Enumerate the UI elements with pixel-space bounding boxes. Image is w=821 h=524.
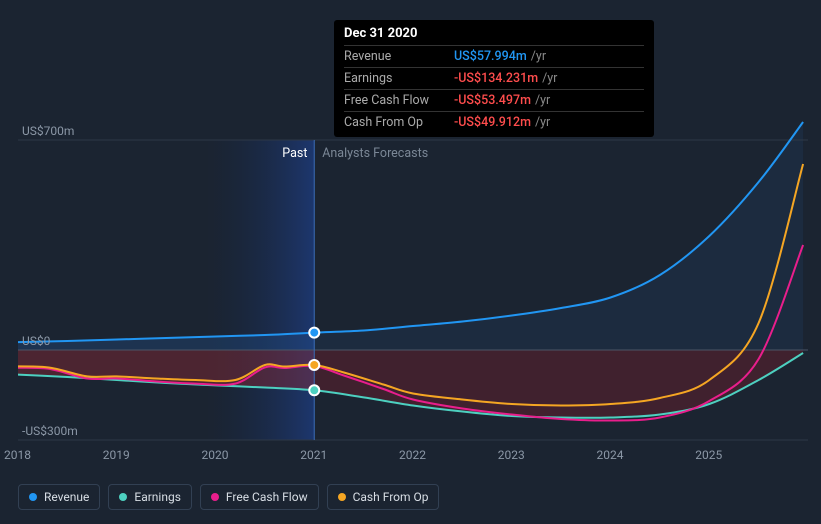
tooltip-row: Earnings-US$134.231m/yr — [344, 67, 644, 89]
tooltip-row: RevenueUS$57.994m/yr — [344, 45, 644, 67]
chart-tooltip: Dec 31 2020 RevenueUS$57.994m/yrEarnings… — [334, 20, 654, 137]
x-axis-label: 2018 — [4, 448, 31, 462]
legend-dot-icon — [29, 493, 37, 501]
marker-earnings — [309, 385, 319, 395]
legend-item-cfo[interactable]: Cash From Op — [327, 484, 440, 510]
x-axis-label: 2023 — [498, 448, 525, 462]
legend-item-fcf[interactable]: Free Cash Flow — [200, 484, 319, 510]
legend-dot-icon — [211, 493, 219, 501]
y-axis-label: -US$300m — [22, 424, 78, 438]
legend-label: Revenue — [44, 490, 89, 504]
tooltip-row: Free Cash Flow-US$53.497m/yr — [344, 89, 644, 111]
legend-dot-icon — [119, 493, 127, 501]
x-axis-label: 2025 — [695, 448, 722, 462]
tooltip-metric-value: US$57.994m — [454, 49, 527, 64]
x-axis-label: 2022 — [399, 448, 426, 462]
marker-revenue — [309, 328, 319, 338]
tooltip-metric-value: -US$134.231m — [454, 71, 538, 86]
tooltip-metric-label: Free Cash Flow — [344, 93, 454, 108]
marker-cfo — [309, 360, 319, 370]
tooltip-metric-suffix: /yr — [531, 49, 546, 64]
x-axis-label: 2024 — [597, 448, 624, 462]
x-axis-label: 2019 — [103, 448, 130, 462]
tooltip-date: Dec 31 2020 — [344, 26, 644, 41]
tooltip-metric-label: Revenue — [344, 49, 454, 64]
tooltip-metric-suffix: /yr — [542, 71, 557, 86]
tooltip-metric-value: -US$49.912m — [454, 115, 531, 130]
legend-label: Cash From Op — [353, 490, 429, 504]
tooltip-row: Cash From Op-US$49.912m/yr — [344, 111, 644, 133]
legend-item-revenue[interactable]: Revenue — [18, 484, 100, 510]
y-axis-label: US$0 — [22, 334, 50, 348]
chart-container: { "canvas": {"width":821,"height":524}, … — [0, 0, 821, 524]
legend-label: Earnings — [134, 490, 181, 504]
tooltip-metric-value: -US$53.497m — [454, 93, 531, 108]
legend: Revenue Earnings Free Cash Flow Cash From O… — [18, 484, 439, 510]
tooltip-metric-label: Earnings — [344, 71, 454, 86]
y-axis-label: US$700m — [22, 124, 74, 138]
x-axis-label: 2020 — [202, 448, 229, 462]
tooltip-metric-suffix: /yr — [535, 115, 550, 130]
legend-dot-icon — [338, 493, 346, 501]
tooltip-metric-suffix: /yr — [535, 93, 550, 108]
forecast-region-label: Analysts Forecasts — [322, 146, 428, 161]
legend-item-earnings[interactable]: Earnings — [108, 484, 192, 510]
legend-label: Free Cash Flow — [226, 490, 308, 504]
x-axis-label: 2021 — [300, 448, 327, 462]
past-region-label: Past — [282, 146, 307, 161]
tooltip-metric-label: Cash From Op — [344, 115, 454, 130]
